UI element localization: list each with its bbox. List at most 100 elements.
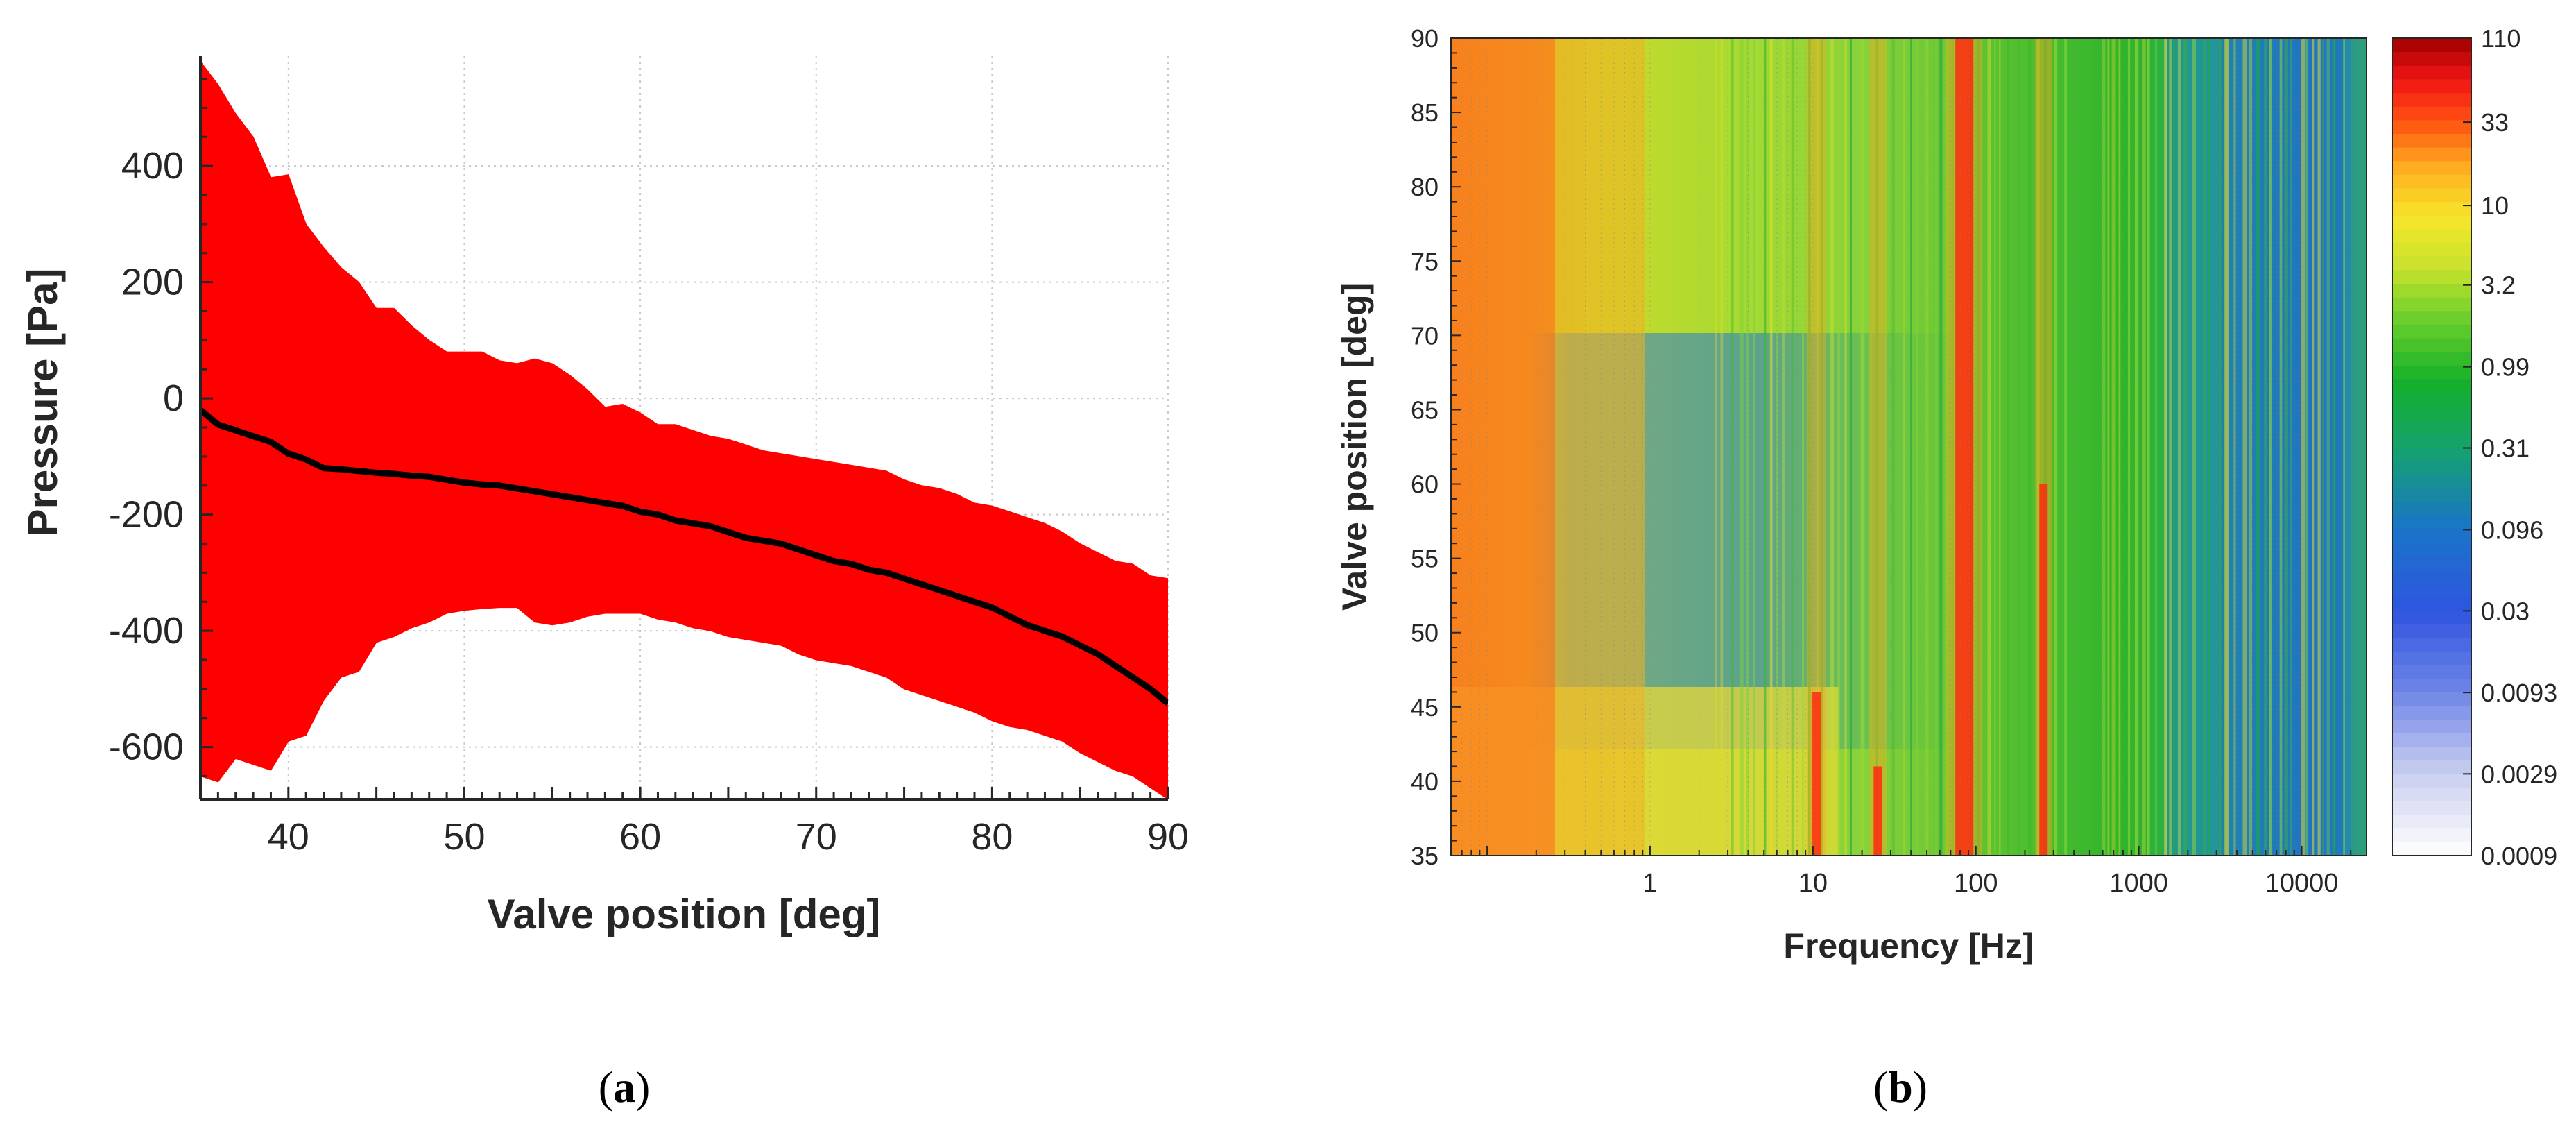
heatmap-streak — [1731, 38, 1734, 856]
colorbar-tick-label: 0.0029 — [2481, 760, 2557, 788]
colorbar-step — [2392, 78, 2471, 94]
colorbar-ticks: 110 33 10 3.2 0.99 0.31 0.096 0.03 0.0093 0.0029 0… — [2463, 24, 2557, 870]
colorbar-step — [2392, 133, 2471, 148]
heatmap-streak — [2343, 38, 2345, 856]
heatmap-streak — [1764, 38, 1767, 856]
heatmap-streak — [1987, 38, 1991, 856]
heatmap-streak — [1753, 38, 1755, 856]
colorbar-step — [2392, 692, 2471, 706]
y-tick-label: 70 — [1411, 321, 1439, 350]
y-tick-label: 90 — [1411, 24, 1439, 53]
colorbar-step — [2392, 719, 2471, 733]
x-tick-label: 100 — [1954, 869, 1998, 898]
colorbar-step — [2392, 678, 2471, 692]
heatmap-streak — [2192, 38, 2197, 856]
y-tick-label: -600 — [109, 726, 184, 768]
colorbar-step — [2392, 119, 2471, 135]
x-tick-label: 10 — [1798, 869, 1828, 898]
heatmap-streak — [1715, 38, 1717, 856]
heatmap-streak — [1720, 38, 1724, 856]
colorbar-tick-label: 0.0009 — [2481, 842, 2557, 870]
heatmap-streak — [1740, 38, 1744, 856]
heatmap-streak — [2017, 38, 2020, 856]
colorbar-step — [2392, 733, 2471, 747]
heatmap-streak — [2312, 38, 2315, 856]
y-tick-label: 0 — [163, 377, 184, 419]
colorbar-step — [2392, 637, 2471, 652]
x-tick-label: 40 — [268, 816, 309, 858]
mean-pressure-line — [200, 407, 1168, 706]
y-tick-label: 45 — [1411, 693, 1439, 722]
colorbar-step — [2392, 787, 2471, 802]
colorbar-step — [2392, 419, 2471, 434]
panel-b-caption: (b) — [1873, 1062, 1927, 1112]
colorbar-step — [2392, 515, 2471, 529]
colorbar-step — [2392, 160, 2471, 175]
heatmap-streak — [1791, 38, 1794, 856]
colorbar-step — [2392, 774, 2471, 788]
colorbar-step — [2392, 746, 2471, 761]
heatmap-streak — [2256, 38, 2260, 856]
y-tick-label: 65 — [1411, 396, 1439, 424]
heatmap-streak — [2183, 38, 2188, 856]
colorbar-step — [2392, 842, 2471, 856]
y-tick-label: 200 — [121, 262, 184, 303]
colorbar-step — [2392, 406, 2471, 420]
peak-core — [1811, 692, 1821, 856]
peak-halo — [1869, 38, 1887, 856]
heatmap-streak — [1869, 38, 1873, 856]
colorbar-step — [2392, 624, 2471, 638]
y-tick-label: -200 — [109, 494, 184, 536]
heatmap-streak — [1830, 38, 1835, 856]
heatmap-streak — [2290, 38, 2292, 856]
heatmap-streak — [2127, 38, 2131, 856]
y-tick-label: 60 — [1411, 470, 1439, 499]
colorbar-step — [2392, 351, 2471, 366]
colorbar-step — [2392, 815, 2471, 829]
heatmap-streak — [2219, 38, 2222, 856]
colorbar-step — [2392, 801, 2471, 815]
colorbar-step — [2392, 760, 2471, 774]
heatmap-streak — [1781, 38, 1785, 856]
heatmap-streak — [2064, 38, 2068, 856]
heatmap-streak — [2169, 38, 2172, 856]
heatmap-streak — [1769, 38, 1773, 856]
heatmap-streak — [2081, 38, 2085, 856]
colorbar-step — [2392, 610, 2471, 624]
colorbar-step — [2392, 501, 2471, 516]
heatmap-streak — [1860, 38, 1865, 856]
colorbar-step — [2392, 828, 2471, 842]
heatmap-streak — [2269, 38, 2272, 856]
y-tick-label: 400 — [121, 145, 184, 187]
heatmap-streak — [1801, 38, 1804, 856]
heatmap-streak — [2224, 38, 2229, 856]
colorbar-tick-label: 10 — [2481, 192, 2509, 220]
heatmap-streak — [2301, 38, 2305, 856]
colorbar-step — [2392, 297, 2471, 312]
colorbar-step — [2392, 447, 2471, 461]
x-tick-label: 10000 — [2265, 869, 2339, 898]
heatmap-streak — [2249, 38, 2253, 856]
colorbar-tick-label: 33 — [2481, 108, 2509, 137]
y-tick-label: 50 — [1411, 619, 1439, 647]
frequency-spectrogram-heatmap — [1451, 38, 2367, 856]
colorbar-step — [2392, 174, 2471, 189]
colorbar-step — [2392, 242, 2471, 257]
heatmap-streak — [2102, 38, 2106, 856]
heatmap-streak — [2090, 38, 2093, 856]
colorbar-step — [2392, 310, 2471, 325]
colorbar-step — [2392, 365, 2471, 380]
heatmap-streak — [1849, 38, 1852, 856]
colorbar-step — [2392, 392, 2471, 407]
x-tick-label: 1000 — [2109, 869, 2168, 898]
heatmap-streak — [1837, 38, 1840, 856]
heatmap-streak — [1939, 38, 1943, 856]
colorbar-tick-label: 0.096 — [2481, 516, 2543, 544]
panel-b-frame — [1450, 37, 2367, 856]
colorbar-step — [2392, 256, 2471, 271]
colorbar-step — [2392, 378, 2471, 393]
colorbar-step — [2392, 583, 2471, 597]
colorbar-step — [2392, 106, 2471, 121]
colorbar-step — [2392, 283, 2471, 298]
